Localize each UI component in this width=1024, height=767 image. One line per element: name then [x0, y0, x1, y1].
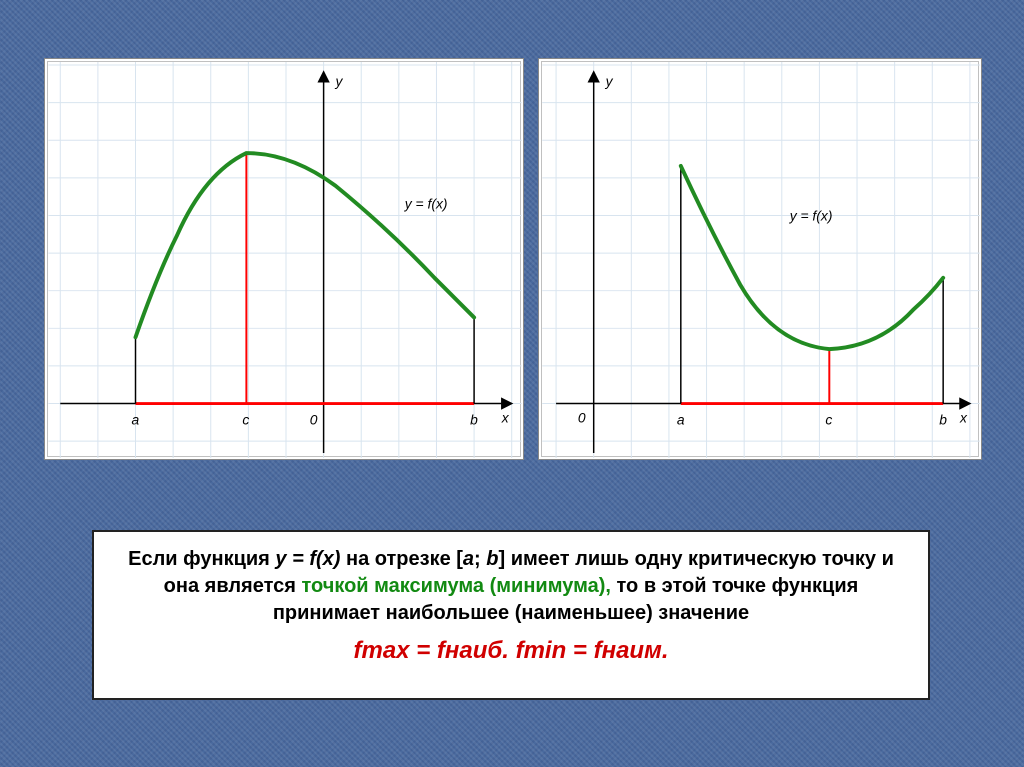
left-chart-svg: y x y = f(x) a c 0 b — [48, 62, 522, 458]
curve — [681, 166, 943, 349]
t-semi: ; — [474, 548, 486, 570]
tick-c: c — [242, 411, 249, 427]
y-axis-label: y — [334, 73, 343, 89]
t-max: точкой максимума (минимума), — [301, 575, 610, 597]
slide-page: y x y = f(x) a c 0 b — [0, 0, 1024, 767]
tick-b: b — [470, 411, 478, 427]
tick-c: c — [825, 411, 832, 427]
t-bi: b — [486, 548, 498, 570]
caption-text: Если функция y = f(x) на отрезке [a; b] … — [118, 546, 904, 627]
curve-label: y = f(x) — [789, 207, 833, 223]
grid — [542, 62, 980, 458]
x-axis-label: x — [959, 409, 968, 425]
right-chart: y x y = f(x) 0 a c b — [538, 58, 982, 460]
axes — [556, 72, 970, 453]
curve — [136, 153, 475, 337]
right-chart-svg: y x y = f(x) 0 a c b — [542, 62, 980, 458]
y-axis-label: y — [605, 73, 614, 89]
tick-zero: 0 — [578, 409, 586, 425]
left-chart-inner: y x y = f(x) a c 0 b — [47, 61, 521, 457]
t-ai: a — [463, 548, 474, 570]
right-chart-inner: y x y = f(x) 0 a c b — [541, 61, 979, 457]
tick-zero: 0 — [310, 411, 318, 427]
tick-a: a — [132, 411, 140, 427]
tick-a: a — [677, 411, 685, 427]
curve-label: y = f(x) — [404, 196, 448, 212]
tick-b: b — [939, 411, 947, 427]
t-p1a: Если функция — [128, 548, 275, 570]
t-p1b: на отрезке [ — [340, 548, 462, 570]
t-fx: y = f(x) — [275, 548, 340, 570]
caption-formula: fmax = fнаиб. fmin = fнаим. — [118, 637, 904, 665]
grid — [48, 62, 521, 458]
caption-box: Если функция y = f(x) на отрезке [a; b] … — [92, 530, 930, 700]
x-axis-label: x — [501, 409, 510, 425]
left-chart: y x y = f(x) a c 0 b — [44, 58, 524, 460]
